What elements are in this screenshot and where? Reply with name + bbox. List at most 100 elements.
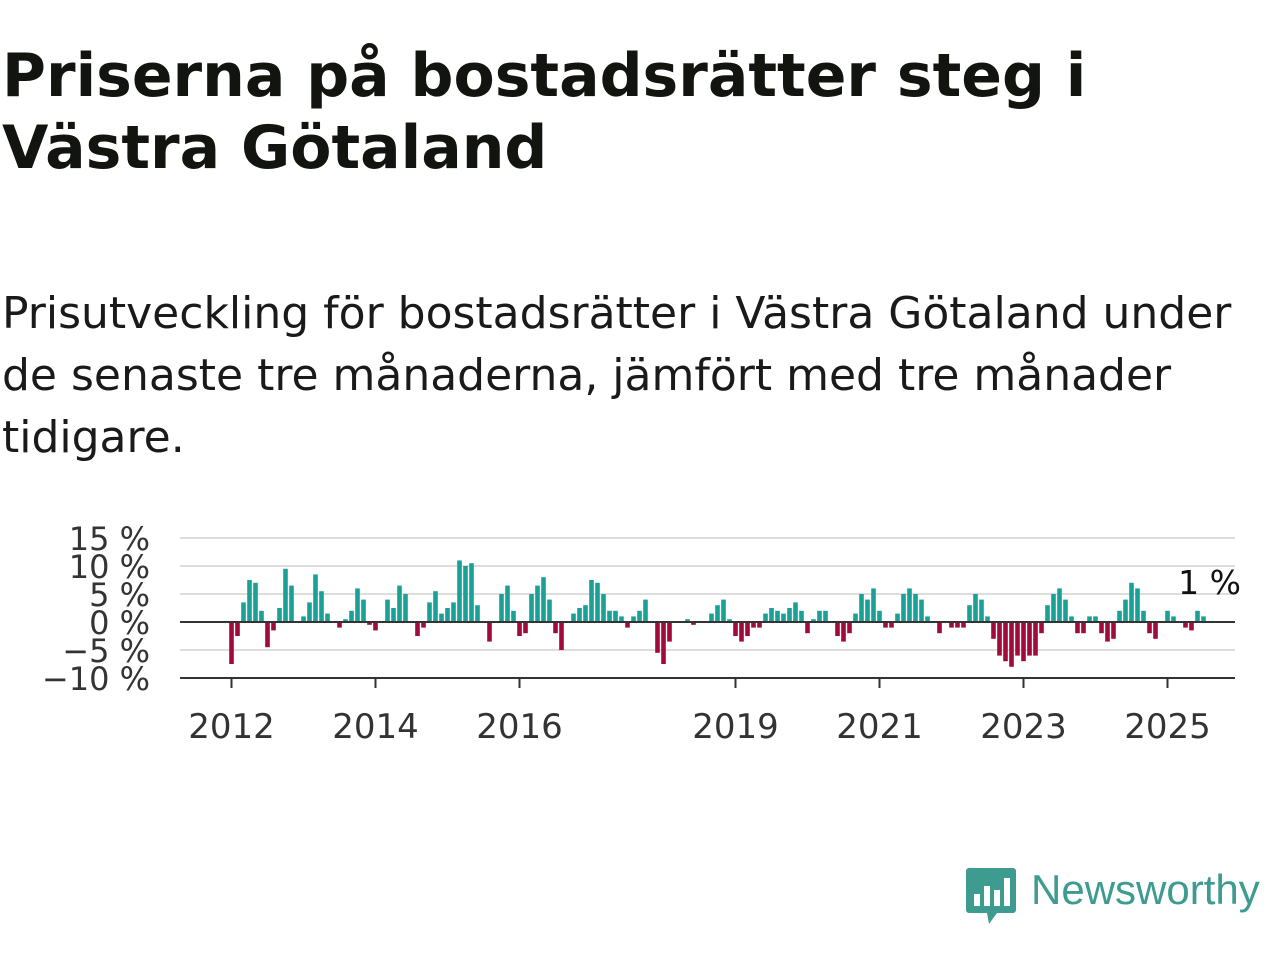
bar — [421, 622, 426, 628]
bar — [1171, 616, 1176, 622]
bar — [1021, 622, 1026, 662]
bar — [265, 622, 270, 648]
y-tick-label: 15 % — [69, 520, 150, 558]
bar — [535, 585, 540, 622]
bar — [859, 594, 864, 622]
bar — [469, 563, 474, 622]
bar — [337, 622, 342, 628]
bar — [523, 622, 528, 634]
bar — [727, 619, 732, 622]
y-gridlines — [180, 537, 1235, 651]
bar — [667, 622, 672, 642]
y-tick-label: 5 % — [89, 576, 150, 614]
bar — [361, 599, 366, 622]
bar — [583, 605, 588, 622]
bar — [955, 622, 960, 628]
bar — [631, 616, 636, 622]
bar — [937, 622, 942, 634]
bar — [511, 610, 516, 622]
bar — [1147, 622, 1152, 634]
bar — [961, 622, 966, 628]
y-tick-label: 10 % — [69, 548, 150, 586]
bar — [1039, 622, 1044, 634]
bar — [799, 610, 804, 622]
bar — [817, 610, 822, 622]
bar — [1153, 622, 1158, 639]
chart-subtitle: Prisutveckling för bostadsrätter i Västr… — [2, 288, 1232, 463]
x-axis-ticks: 2012 2014 2016 2019 2021 2023 2025 — [188, 678, 1211, 747]
bar — [385, 599, 390, 622]
bar — [505, 585, 510, 622]
bar — [547, 599, 552, 622]
bar — [1063, 599, 1068, 622]
bar — [559, 622, 564, 650]
bar — [655, 622, 660, 653]
bar — [1045, 605, 1050, 622]
bar — [259, 610, 264, 622]
bar — [397, 585, 402, 622]
bar — [1099, 622, 1104, 634]
bar — [1009, 622, 1014, 667]
bar — [367, 622, 372, 625]
bar — [529, 594, 534, 622]
bar — [319, 591, 324, 622]
bar — [457, 560, 462, 622]
bar — [775, 610, 780, 622]
bar — [439, 613, 444, 622]
bar — [745, 622, 750, 636]
y-tick-label: 0 % — [89, 604, 150, 642]
bar — [595, 582, 600, 622]
bar — [1075, 622, 1080, 634]
bar — [907, 588, 912, 622]
bar — [1117, 610, 1122, 622]
bar — [871, 588, 876, 622]
bar — [1123, 599, 1128, 622]
x-tick-label: 2014 — [332, 707, 419, 747]
bar — [247, 580, 252, 622]
bar — [691, 622, 696, 625]
x-tick-label: 2019 — [692, 707, 779, 747]
bar — [1033, 622, 1038, 656]
bar — [589, 580, 594, 622]
bar — [835, 622, 840, 636]
bar — [883, 622, 888, 628]
bar — [637, 610, 642, 622]
bar — [1195, 610, 1200, 622]
bar — [307, 602, 312, 622]
bar — [301, 616, 306, 622]
bar — [997, 622, 1002, 656]
bar — [1057, 588, 1062, 622]
bar — [451, 602, 456, 622]
bar — [1201, 616, 1206, 622]
bar — [865, 599, 870, 622]
bar — [847, 622, 852, 634]
bar — [925, 616, 930, 622]
bar — [403, 594, 408, 622]
bar — [787, 608, 792, 622]
bar — [781, 613, 786, 622]
bar — [271, 622, 276, 631]
x-tick-label: 2016 — [476, 707, 563, 747]
x-tick-label: 2023 — [980, 707, 1067, 747]
y-tick-label: −10 % — [42, 660, 150, 698]
bar — [721, 599, 726, 622]
bar — [1135, 588, 1140, 622]
bar — [1165, 610, 1170, 622]
bar — [1069, 616, 1074, 622]
bar — [1027, 622, 1032, 656]
bar — [643, 599, 648, 622]
bar — [733, 622, 738, 636]
bar — [619, 616, 624, 622]
bar — [277, 608, 282, 622]
bar — [1111, 622, 1116, 639]
bar — [229, 622, 234, 664]
bar — [613, 610, 618, 622]
bar — [877, 610, 882, 622]
last-value-label: 1 % — [1178, 563, 1241, 602]
bar — [577, 608, 582, 622]
y-axis-tick-labels: 15 %10 %5 %0 %−5 %−10 % — [42, 520, 150, 698]
y-tick-label: −5 % — [62, 632, 150, 670]
bar — [571, 613, 576, 622]
bar — [343, 619, 348, 622]
bar-series — [229, 560, 1206, 667]
